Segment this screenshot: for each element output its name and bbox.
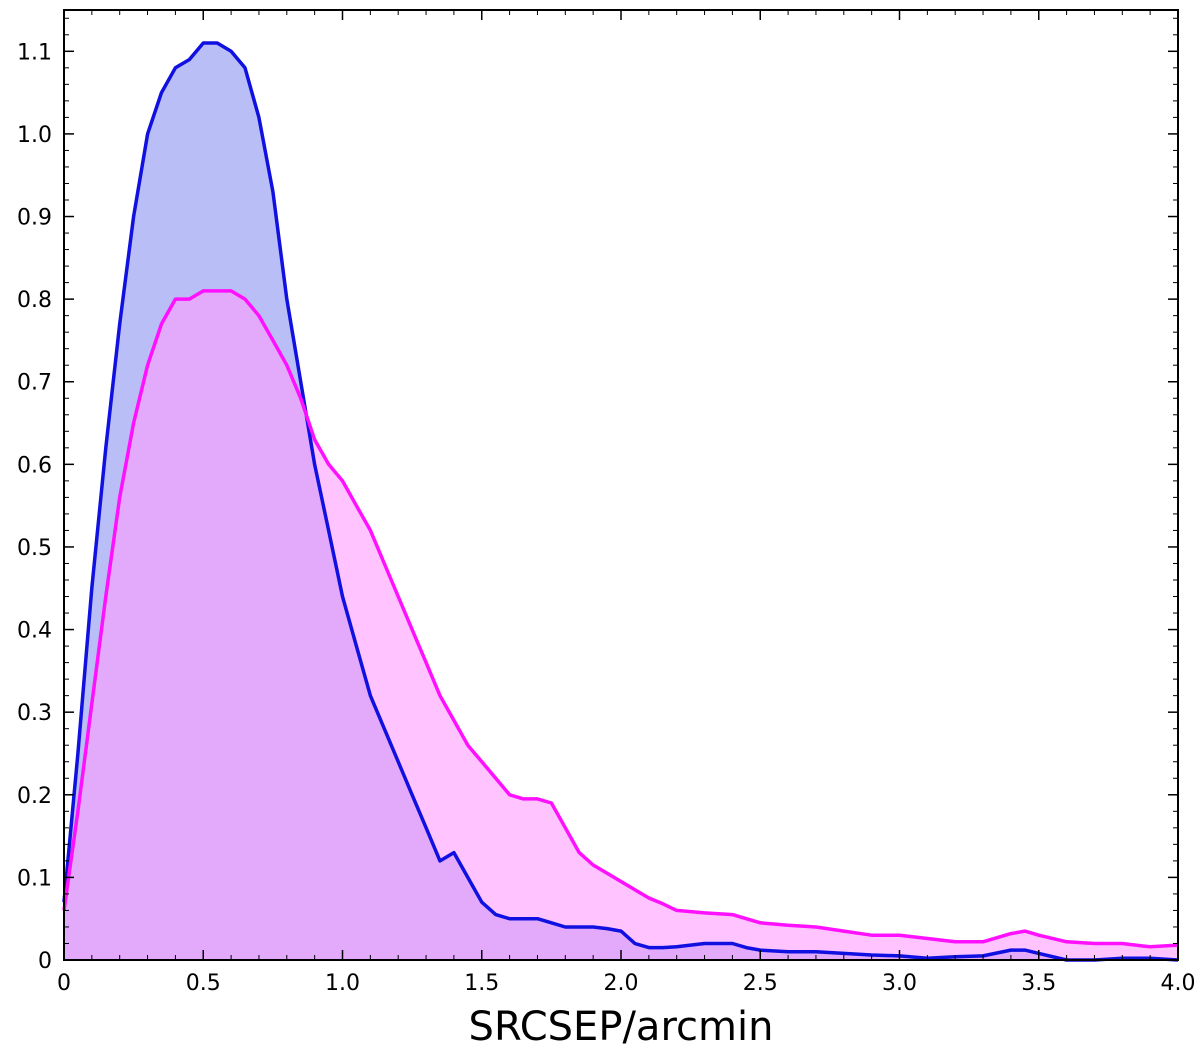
- y-tick-label: 0.1: [17, 866, 52, 891]
- y-tick-label: 0.5: [17, 536, 52, 561]
- x-tick-label: 2.5: [743, 971, 778, 996]
- y-tick-label: 0.6: [17, 453, 52, 478]
- y-tick-label: 1.1: [17, 40, 52, 65]
- x-tick-label: 0.5: [186, 971, 221, 996]
- x-axis-title: SRCSEP/arcmin: [469, 1004, 774, 1049]
- x-tick-label: 2.0: [604, 971, 639, 996]
- axis-layer: 0 0.5 1.0 1.5 2.0 2.5 3.0 3.5 4.0 0 0.1 0.2 0.3 0.4 0.…: [17, 10, 1196, 996]
- series-2-area: [64, 290, 1178, 960]
- x-tick-label: 0: [57, 971, 71, 996]
- x-tick-label: 3.0: [882, 971, 917, 996]
- y-tick-label: 0: [38, 949, 52, 974]
- y-tick-label: 1.0: [17, 123, 52, 148]
- y-tick-label: 0.7: [17, 371, 52, 396]
- y-tick-label: 0.3: [17, 701, 52, 726]
- x-tick-label: 3.5: [1021, 971, 1056, 996]
- y-tick-label: 0.2: [17, 784, 52, 809]
- x-tick-label: 1.0: [325, 971, 360, 996]
- y-tick-label: 0.8: [17, 288, 52, 313]
- x-tick-label: 1.5: [464, 971, 499, 996]
- y-tick-label: 0.4: [17, 619, 52, 644]
- series-layer: [62, 41, 1179, 962]
- series-1-line: [62, 41, 1179, 962]
- series-2-line: [62, 289, 1179, 949]
- y-tick-label: 0.9: [17, 206, 52, 231]
- x-tick-label: 4.0: [1161, 971, 1196, 996]
